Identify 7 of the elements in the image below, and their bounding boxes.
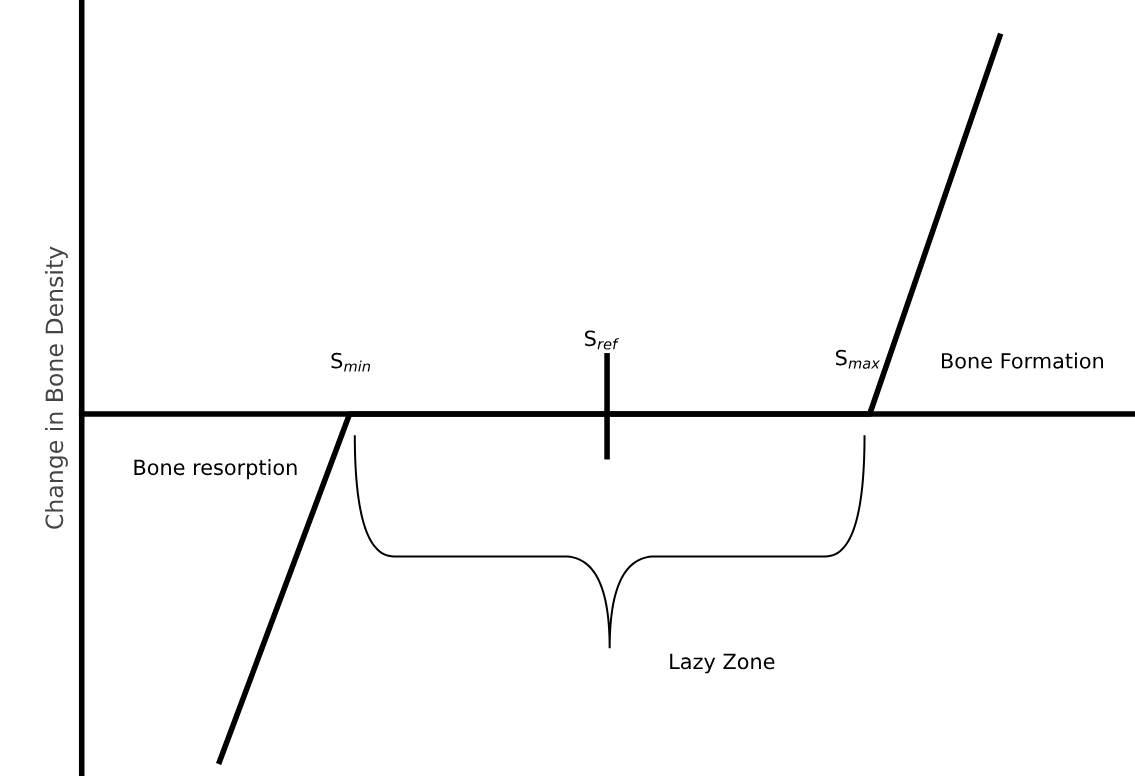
annotation: S$_{min}$: [331, 352, 371, 372]
y-axis-title: Change in Bone Density: [44, 246, 68, 529]
annotation: Lazy Zone: [670, 653, 775, 674]
annotation: S$_{ref}$: [585, 330, 620, 350]
annotation: Bone resorption: [134, 459, 297, 480]
annotation: S$_{max}$: [835, 349, 880, 369]
annotation: Bone Formation: [941, 352, 1103, 369]
